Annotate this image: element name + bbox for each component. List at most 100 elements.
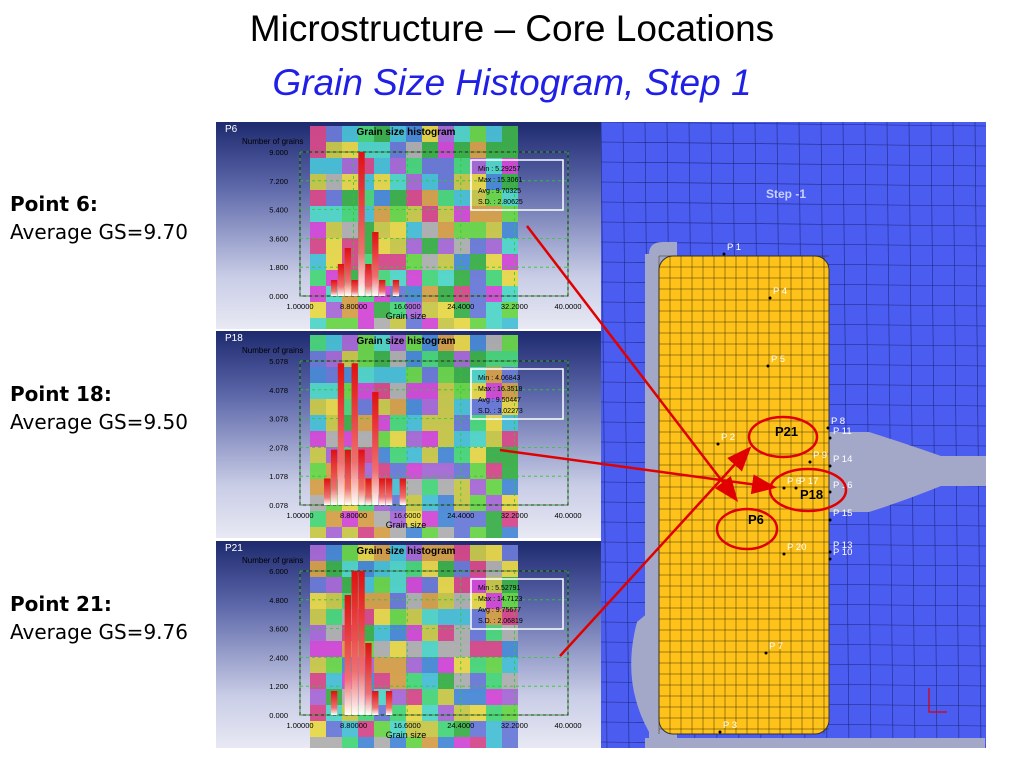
grain-cell: [310, 447, 326, 463]
point-6-value: Average GS=9.70: [10, 220, 188, 244]
point-21-value: Average GS=9.76: [10, 620, 188, 644]
histogram-bar: [330, 449, 338, 505]
grain-cell: [438, 689, 454, 705]
grain-cell: [422, 126, 438, 142]
histogram-bar: [385, 691, 393, 715]
grain-cell: [326, 673, 342, 689]
histogram-svg: Grain size histogram Number of grains Grai…: [225, 124, 582, 329]
grain-cell: [502, 689, 518, 705]
x-tick-label: 24.4000: [447, 721, 474, 730]
grain-cell: [342, 206, 358, 222]
grain-cell: [326, 511, 342, 527]
grain-cell: [470, 206, 486, 222]
grain-cell: [326, 625, 342, 641]
grain-cell: [438, 222, 454, 238]
mesh-node: [782, 486, 786, 490]
grain-cell: [406, 174, 422, 190]
grain-cell: [438, 158, 454, 174]
mesh-node-label: P 13: [833, 540, 852, 551]
grain-cell: [358, 351, 374, 367]
grain-cell: [438, 721, 454, 737]
grain-cell: [422, 689, 438, 705]
grain-cell: [470, 545, 486, 561]
grain-cell: [470, 593, 486, 609]
grain-cell: [390, 721, 406, 737]
grain-cell: [454, 383, 470, 399]
histogram-bar: [324, 478, 331, 505]
grain-cell: [502, 545, 518, 561]
page-subtitle: Grain Size Histogram, Step 1: [272, 62, 752, 103]
grain-cell: [406, 126, 422, 142]
grain-cell: [422, 222, 438, 238]
grain-cell: [358, 318, 374, 329]
grain-cell: [486, 561, 502, 577]
mesh-node: [768, 296, 772, 300]
grain-cell: [310, 174, 326, 190]
grain-cell: [438, 142, 454, 158]
histogram-panel-p6: Grain size histogram Number of grains Grai…: [216, 122, 601, 329]
grain-cell: [422, 158, 438, 174]
grain-cell: [406, 625, 422, 641]
grain-cell: [454, 625, 470, 641]
grain-cell: [502, 238, 518, 254]
grain-cell: [326, 302, 342, 318]
grain-cell: [470, 399, 486, 415]
grain-cell: [486, 270, 502, 286]
point-6-label: Point 6: Average GS=9.70: [10, 190, 188, 246]
y-tick-label: 7.200: [269, 177, 288, 186]
grain-cell: [326, 737, 342, 748]
mesh-node: [764, 651, 768, 655]
mesh-node: [828, 464, 832, 468]
grain-cell: [326, 609, 342, 625]
grain-cell: [358, 383, 374, 399]
grain-cell: [502, 463, 518, 479]
grain-cell: [438, 318, 454, 329]
grain-cell: [502, 318, 518, 329]
grain-cell: [454, 318, 470, 329]
grain-cell: [310, 545, 326, 561]
grain-cell: [486, 190, 502, 206]
grain-cell: [310, 495, 326, 511]
grain-cell: [342, 545, 358, 561]
grain-cell: [422, 447, 438, 463]
y-axis-label: Number of grains: [242, 346, 303, 355]
histogram-bar: [365, 264, 372, 296]
grain-cell: [502, 254, 518, 270]
grain-cell: [454, 222, 470, 238]
grain-cell: [390, 447, 406, 463]
grain-cell: [454, 206, 470, 222]
grain-cell: [390, 318, 406, 329]
stats-line: S.D. : 3.02273: [478, 408, 523, 415]
grain-cell: [470, 270, 486, 286]
grain-cell: [502, 126, 518, 142]
grain-cell: [502, 511, 518, 527]
core-body: [658, 255, 830, 735]
grain-cell: [470, 657, 486, 673]
histogram-bar: [344, 248, 351, 296]
grain-cell: [438, 463, 454, 479]
grain-cell: [310, 335, 326, 351]
grain-cell: [310, 286, 326, 302]
mesh-node: [716, 442, 720, 446]
histogram-bar: [385, 478, 393, 505]
grain-cell: [502, 286, 518, 302]
grain-cell: [486, 593, 502, 609]
grain-cell: [390, 206, 406, 222]
grain-cell: [454, 705, 470, 721]
grain-cell: [358, 545, 374, 561]
grain-cell: [326, 126, 342, 142]
histogram-bar: [344, 595, 351, 715]
grain-cell: [502, 351, 518, 367]
grain-cell: [422, 351, 438, 367]
grain-cell: [358, 527, 374, 538]
grain-cell: [310, 511, 326, 527]
grain-cell: [406, 657, 422, 673]
grain-cell: [486, 545, 502, 561]
grain-cell: [310, 689, 326, 705]
grain-cell: [326, 577, 342, 593]
grain-cell: [470, 737, 486, 748]
grain-cell: [438, 383, 454, 399]
die-bottom: [645, 738, 985, 748]
x-tick-label: 16.6000: [394, 511, 421, 520]
grain-cell: [502, 206, 518, 222]
